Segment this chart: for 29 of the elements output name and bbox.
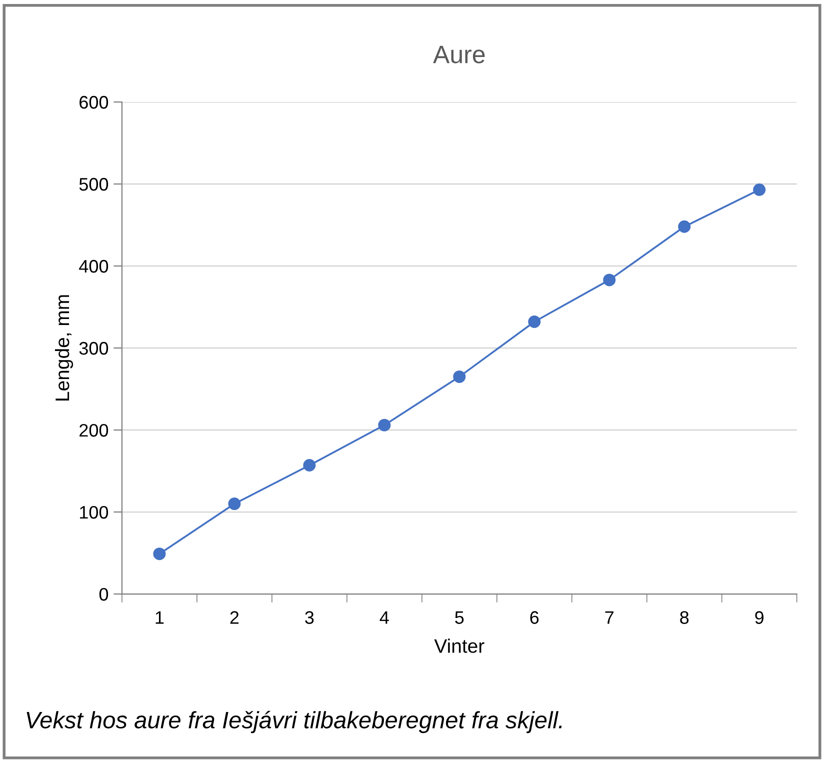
point bbox=[753, 183, 766, 196]
x-tick-label: 8 bbox=[680, 611, 689, 624]
point bbox=[153, 548, 166, 560]
y-tick-label: 400 bbox=[79, 260, 108, 273]
x-tick-label: 4 bbox=[380, 611, 389, 624]
y-tick-label: 300 bbox=[79, 342, 108, 355]
point bbox=[453, 370, 466, 383]
x-tick-label: 3 bbox=[305, 611, 314, 624]
y-tick-label: 0 bbox=[99, 588, 108, 601]
x-tick-label: 7 bbox=[605, 611, 614, 624]
point bbox=[303, 459, 316, 472]
point bbox=[678, 220, 691, 233]
text: Vekst hos aure fra Iešjávri tilbakeberegnet fra skjell. bbox=[26, 710, 562, 734]
x-tick-label: 1 bbox=[156, 611, 164, 624]
point bbox=[603, 274, 616, 286]
point bbox=[228, 498, 241, 510]
x-axis-title: Vinter bbox=[434, 638, 484, 653]
x-tick-label: 6 bbox=[530, 611, 539, 624]
y-axis-title: Lengde, mm bbox=[54, 295, 74, 400]
x-tick-label: 2 bbox=[230, 611, 239, 624]
y-tick-label: 100 bbox=[80, 506, 108, 519]
point bbox=[528, 316, 541, 328]
y-tick-label: 600 bbox=[80, 96, 108, 109]
chart-title: Aure bbox=[433, 46, 485, 64]
x-tick-label: 5 bbox=[455, 611, 464, 624]
point bbox=[378, 418, 391, 432]
y-tick-label: 500 bbox=[79, 178, 108, 191]
x-tick-label: 9 bbox=[755, 611, 764, 624]
y-tick-label: 200 bbox=[80, 424, 108, 437]
